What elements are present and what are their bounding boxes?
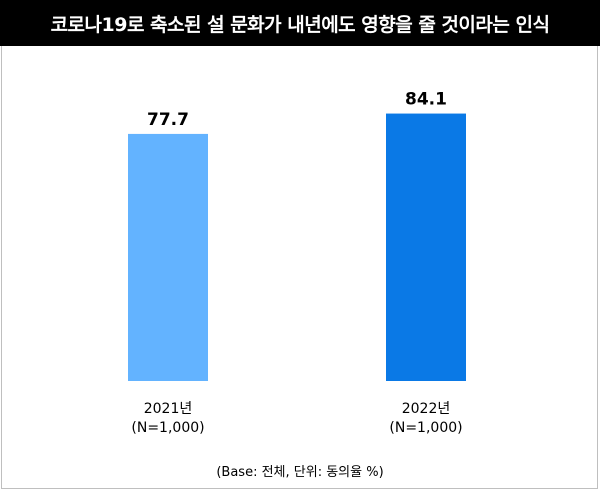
category-label-1: 2021년 (144, 401, 193, 417)
bar-2 (386, 113, 466, 381)
chart-note: (Base: 전체, 단위: 동의율 %) (216, 465, 384, 480)
category-sublabel-1: (N=1,000) (131, 420, 204, 436)
value-label-1: 77.7 (147, 110, 189, 130)
value-label-2: 84.1 (405, 90, 447, 110)
category-sublabel-2: (N=1,000) (389, 420, 462, 436)
category-label-2: 2022년 (402, 401, 451, 417)
bar-1 (128, 133, 208, 381)
chart-title: 코로나19로 축소된 설 문화가 내년에도 영향을 줄 것이라는 인식 (0, 0, 600, 46)
